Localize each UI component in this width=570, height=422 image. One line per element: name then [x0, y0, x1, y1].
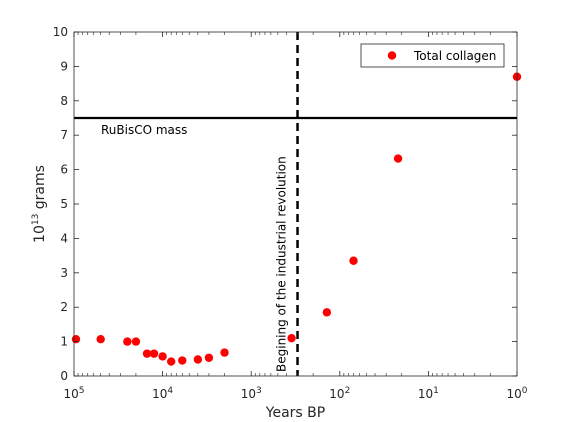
data-point	[193, 355, 203, 364]
x-tick-label-exponent: 0	[522, 386, 528, 396]
data-point	[393, 154, 403, 163]
x-tick-label: 104	[152, 386, 173, 401]
y-axis-title-exponent: 13	[31, 214, 41, 225]
y-tick-label: 6	[60, 163, 68, 177]
industrial-revolution-reference-label: Begining of the industrial revolution	[275, 156, 289, 372]
legend-box	[360, 43, 505, 68]
y-tick-label: 4	[60, 231, 68, 245]
plot-area-background	[74, 32, 517, 376]
x-tick-label: 105	[63, 386, 84, 401]
y-tick-label: 7	[60, 128, 68, 142]
x-tick-label: 102	[329, 386, 350, 401]
data-point	[178, 356, 187, 365]
y-axis-title: 1013 grams	[31, 165, 48, 243]
rubisco-reference-label: RuBisCO mass	[101, 123, 187, 137]
reference-lines-layer: RuBisCO mass Begining of the industrial r…	[74, 32, 517, 376]
data-point	[96, 334, 105, 344]
x-tick-label-base: 10	[418, 387, 433, 401]
y-tick-label: 1	[60, 335, 68, 349]
data-point	[142, 349, 152, 358]
y-axis-title-unit: grams	[32, 165, 48, 214]
legend: Total collagen	[360, 43, 505, 68]
y-tick-label: 8	[60, 94, 68, 108]
data-point	[322, 308, 332, 317]
x-tick-label: 103	[241, 386, 262, 401]
x-tick-label-base: 10	[63, 387, 78, 401]
legend-label-total-collagen: Total collagen	[413, 49, 496, 63]
data-point	[158, 352, 167, 361]
x-tick-label-exponent: 3	[256, 386, 262, 396]
y-tick-label: 10	[53, 25, 68, 39]
x-tick-label: 100	[506, 386, 527, 401]
axis-labels-layer: Years BP 1013 grams	[31, 165, 325, 421]
x-tick-label-base: 10	[506, 387, 521, 401]
y-tick-label: 9	[60, 59, 68, 73]
data-point	[149, 349, 159, 358]
x-tick-label-base: 10	[329, 387, 344, 401]
data-point	[204, 353, 214, 362]
y-tick-label: 0	[60, 369, 68, 383]
x-tick-label: 101	[418, 386, 439, 401]
data-points-layer	[71, 72, 522, 366]
y-tick-label: 5	[60, 197, 68, 211]
data-point	[220, 348, 229, 357]
y-tick-label: 2	[60, 300, 68, 314]
data-point	[123, 337, 132, 346]
y-tick-label: 3	[60, 266, 68, 280]
y-axis-title-base: 10	[32, 225, 48, 243]
data-point	[349, 256, 358, 265]
data-point	[131, 337, 141, 346]
x-tick-label-base: 10	[152, 387, 167, 401]
data-point	[166, 357, 176, 366]
x-tick-label-exponent: 5	[79, 386, 85, 396]
x-tick-label-exponent: 4	[167, 386, 173, 396]
legend-marker-total-collagen	[387, 51, 397, 60]
x-axis-title: Years BP	[265, 405, 325, 421]
x-tick-label-exponent: 2	[345, 386, 351, 396]
data-point	[71, 334, 81, 344]
data-point	[287, 333, 296, 343]
x-tick-label-exponent: 1	[433, 386, 439, 396]
x-tick-label-base: 10	[241, 387, 256, 401]
